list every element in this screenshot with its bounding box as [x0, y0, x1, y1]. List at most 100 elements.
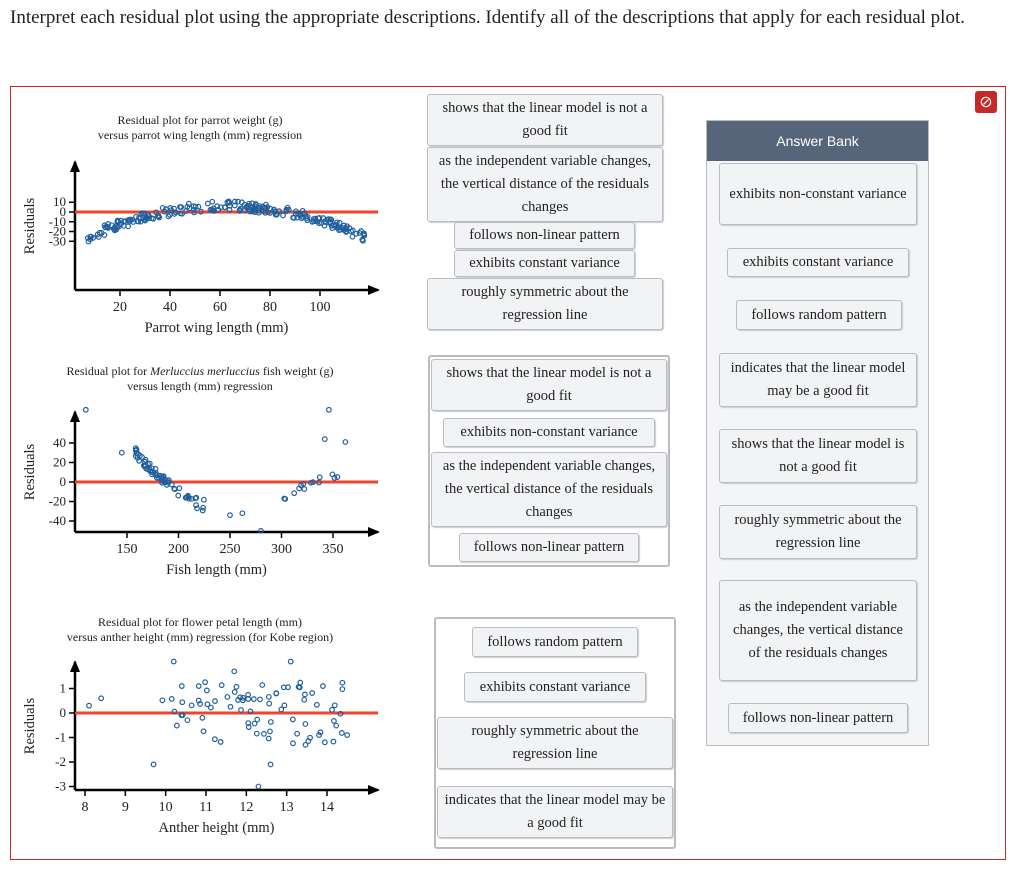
y-axis-arrow	[70, 660, 80, 672]
residual-point	[273, 690, 280, 697]
residual-point	[252, 201, 259, 207]
residual-point	[197, 701, 203, 707]
bank-item-good-fit[interactable]: indicates that the linear model may be a…	[719, 353, 917, 407]
residual-point	[316, 479, 322, 486]
zone2-chip-non-linear[interactable]: follows non-linear pattern	[459, 533, 639, 562]
residual-point	[343, 225, 349, 231]
residual-point	[240, 694, 246, 701]
residual-point	[232, 198, 238, 205]
residual-point	[302, 741, 309, 748]
residual-point	[202, 679, 209, 686]
no-entry-icon[interactable]: ⊘	[975, 91, 997, 113]
residual-point	[149, 471, 156, 478]
zone2-chip-non-constant-variance[interactable]: exhibits non-constant variance	[443, 418, 655, 447]
residual-point	[334, 474, 341, 480]
residual-point	[168, 695, 175, 702]
y-axis-label: Residuals	[22, 697, 38, 754]
residual-point	[184, 717, 191, 724]
residual-point	[261, 730, 267, 737]
zone2-chip-vertical-distance[interactable]: as the independent variable changes, the…	[431, 452, 667, 527]
residual-point	[152, 466, 159, 472]
bank-item-not-good-fit[interactable]: shows that the linear model is not a goo…	[719, 429, 917, 483]
x-tick-label: 20	[113, 300, 127, 315]
residual-point	[312, 215, 319, 222]
residual-point	[118, 449, 125, 456]
residual-point	[335, 224, 342, 231]
zone1-chip-vertical-distance[interactable]: as the independent variable changes, the…	[427, 147, 663, 222]
residual-point	[327, 216, 334, 223]
residual-point	[331, 718, 337, 724]
bank-item-symmetric[interactable]: roughly symmetric about the regression l…	[719, 505, 917, 559]
residual-point	[191, 209, 197, 216]
residual-point	[342, 439, 349, 445]
residual-point	[250, 696, 257, 702]
zone3-chip-symmetric[interactable]: roughly symmetric about the regression l…	[437, 717, 673, 769]
residual-point	[168, 481, 175, 488]
residual-point	[199, 714, 206, 721]
bank-item-non-linear[interactable]: follows non-linear pattern	[728, 703, 908, 733]
residual-point	[184, 203, 191, 210]
y-axis-arrow	[70, 160, 80, 172]
bank-item-random-pattern[interactable]: follows random pattern	[736, 300, 902, 330]
residual-point	[143, 465, 150, 472]
bank-item-vertical-distance[interactable]: as the independent variable changes, the…	[719, 580, 917, 681]
x-axis-label: Parrot wing length (mm)	[145, 320, 289, 336]
x-tick-label: 9	[122, 800, 129, 815]
zone3-chip-random-pattern[interactable]: follows random pattern	[472, 627, 638, 657]
residual-point	[199, 507, 206, 514]
residual-point	[165, 213, 172, 220]
residual-point	[295, 210, 301, 217]
residual-point	[241, 207, 248, 214]
y-axis-label: Residuals	[22, 443, 38, 500]
residual-point	[267, 719, 274, 725]
zone1-chip-symmetric[interactable]: roughly symmetric about the regression l…	[427, 278, 663, 330]
residual-point	[320, 683, 326, 689]
residual-point	[200, 504, 206, 511]
bank-item-non-constant-variance[interactable]: exhibits non-constant variance	[719, 163, 917, 225]
zone2-chip-not-good-fit[interactable]: shows that the linear model is not a goo…	[431, 359, 667, 411]
residual-point	[294, 730, 300, 737]
zone3-chip-good-fit[interactable]: indicates that the linear model may be a…	[437, 786, 673, 838]
residual-point	[195, 697, 202, 704]
plot1-title: Residual plot for parrot weight (g) versu…	[97, 113, 303, 142]
residual-point	[344, 732, 351, 738]
residual-point	[309, 690, 316, 696]
zone3-chip-constant-variance[interactable]: exhibits constant variance	[464, 672, 646, 702]
residual-point	[231, 202, 238, 209]
residual-point	[207, 704, 214, 711]
bank-item-constant-variance[interactable]: exhibits constant variance	[727, 248, 909, 277]
residual-point	[207, 206, 214, 213]
x-axis-label: Anther height (mm)	[159, 820, 275, 836]
y-tick-label: -10	[49, 214, 66, 229]
residual-point	[214, 203, 221, 210]
residual-point	[165, 477, 172, 483]
residual-point	[175, 492, 182, 499]
y-axis-label: Residuals	[22, 197, 38, 254]
residual-point	[349, 233, 356, 240]
residual-point	[133, 446, 140, 453]
residual-point	[171, 708, 178, 715]
x-axis-arrow	[368, 285, 380, 295]
residual-point	[316, 474, 323, 481]
residual-point	[360, 231, 367, 238]
x-tick-label: 300	[271, 542, 292, 557]
residual-point	[239, 510, 246, 517]
residual-point	[156, 214, 163, 221]
residual-point	[339, 679, 346, 686]
residual-point	[186, 495, 192, 502]
residual-point	[133, 213, 139, 220]
residual-point	[193, 502, 199, 508]
residual-point	[156, 475, 163, 482]
residual-point	[257, 696, 263, 703]
zone1-chip-not-good-fit[interactable]: shows that the linear model is not a goo…	[427, 94, 663, 146]
residual-point	[188, 702, 195, 709]
zone1-chip-non-linear[interactable]: follows non-linear pattern	[454, 222, 635, 249]
residual-point	[265, 693, 272, 700]
residual-point	[168, 207, 175, 214]
x-tick-label: 200	[168, 542, 189, 557]
residual-point	[301, 486, 308, 492]
x-tick-label: 11	[199, 800, 212, 815]
zone1-chip-constant-variance[interactable]: exhibits constant variance	[454, 250, 635, 277]
